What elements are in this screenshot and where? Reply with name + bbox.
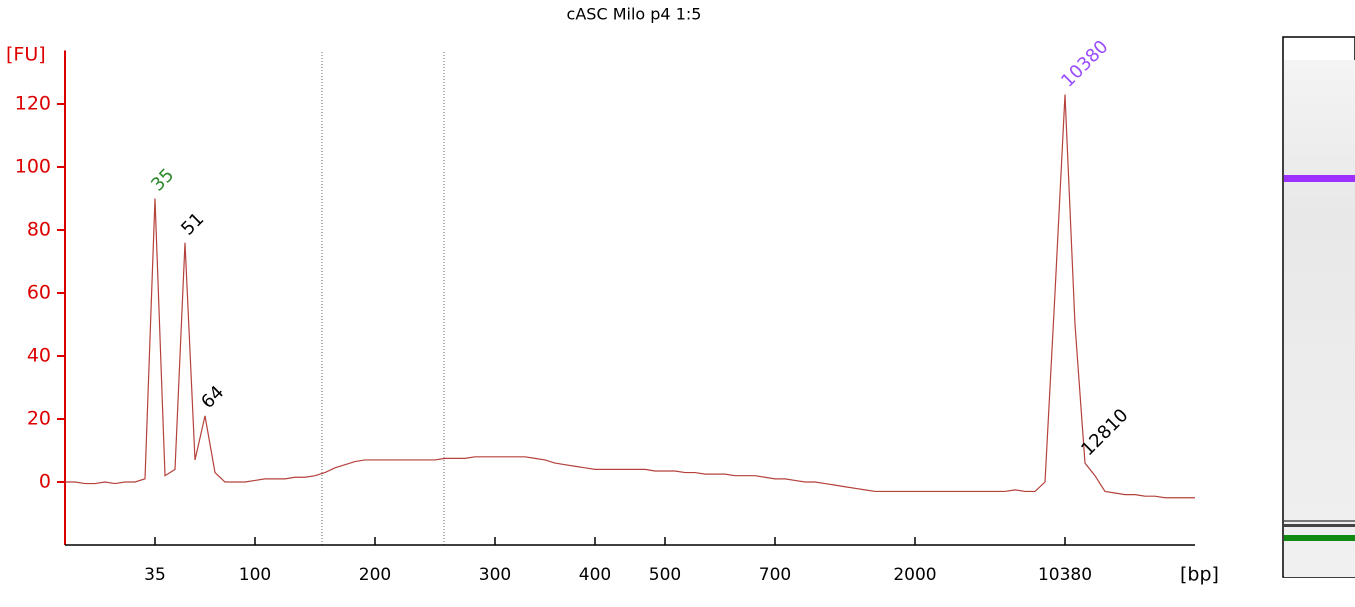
peak-label: 35 bbox=[147, 165, 178, 196]
x-tick-label: 2000 bbox=[893, 565, 936, 585]
gel-band bbox=[1284, 535, 1355, 541]
y-tick-label: 40 bbox=[27, 345, 51, 367]
y-axis-label: [FU] bbox=[6, 44, 46, 66]
x-tick-label: 700 bbox=[759, 565, 791, 585]
y-tick-label: 120 bbox=[15, 93, 51, 115]
chart-title: cASC Milo p4 1:5 bbox=[567, 5, 702, 24]
y-tick-label: 0 bbox=[39, 471, 51, 493]
gel-band bbox=[1284, 175, 1355, 182]
gel-background bbox=[1284, 60, 1355, 577]
peak-label: 12810 bbox=[1077, 405, 1132, 460]
x-tick-label: 500 bbox=[649, 565, 681, 585]
x-axis-label: [bp] bbox=[1180, 564, 1219, 586]
gel-lane bbox=[1282, 36, 1355, 578]
x-tick-label: 100 bbox=[239, 565, 271, 585]
peak-label: 51 bbox=[177, 209, 208, 240]
x-tick-label: 300 bbox=[479, 565, 511, 585]
x-tick-label: 400 bbox=[579, 565, 611, 585]
trace-line bbox=[65, 94, 1195, 499]
peak-label: 64 bbox=[197, 382, 228, 413]
gel-band bbox=[1284, 520, 1355, 522]
y-tick-label: 20 bbox=[27, 408, 51, 430]
gel-band bbox=[1284, 524, 1355, 527]
x-tick-label: 200 bbox=[359, 565, 391, 585]
x-tick-label: 35 bbox=[144, 565, 166, 585]
x-tick-label: 10380 bbox=[1038, 565, 1092, 585]
peak-label: 10380 bbox=[1057, 36, 1112, 91]
y-tick-label: 80 bbox=[27, 219, 51, 241]
y-tick-label: 100 bbox=[15, 156, 51, 178]
y-tick-label: 60 bbox=[27, 282, 51, 304]
